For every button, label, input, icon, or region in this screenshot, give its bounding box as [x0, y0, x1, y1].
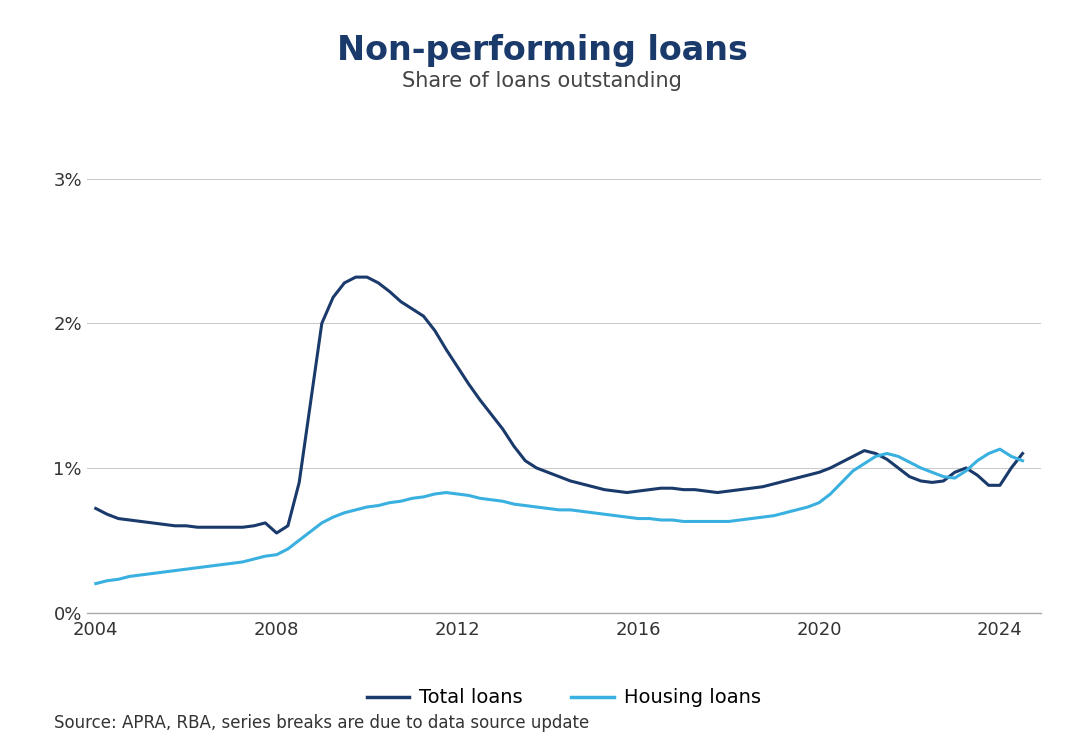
Legend: Total loans, Housing loans: Total loans, Housing loans [359, 681, 769, 715]
Text: Share of loans outstanding: Share of loans outstanding [402, 71, 682, 91]
Text: Non-performing loans: Non-performing loans [336, 34, 748, 66]
Text: Source: APRA, RBA, series breaks are due to data source update: Source: APRA, RBA, series breaks are due… [54, 714, 590, 732]
